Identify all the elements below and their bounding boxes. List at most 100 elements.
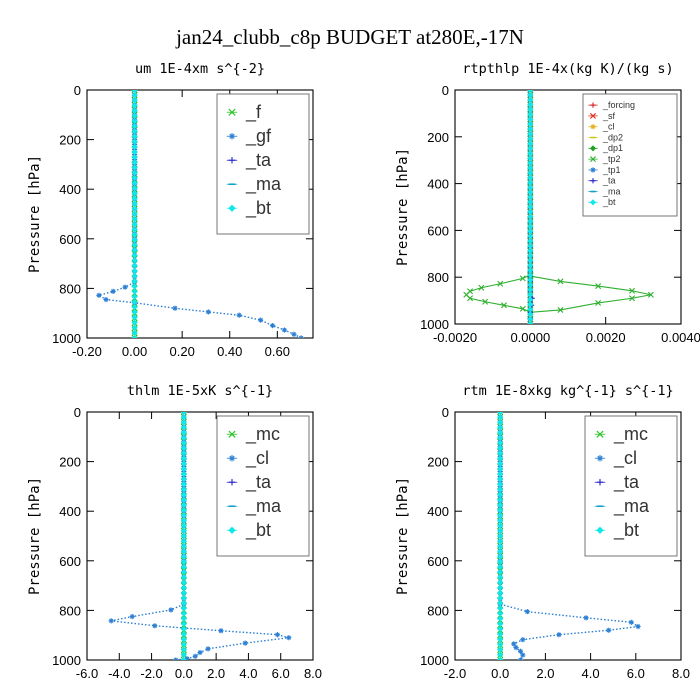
x-tick-label: 4.0	[582, 666, 600, 681]
y-tick-label: 200	[427, 455, 449, 470]
legend-label: _dp2	[602, 132, 623, 142]
series-point	[180, 470, 187, 478]
legend-label: _mc	[245, 424, 280, 445]
chart-panel-1: um 1E-4xm s^{-2} Pressure [hPa] -0.20 0.00 0…	[27, 61, 314, 359]
series-point	[478, 284, 485, 291]
legend-label: _cl	[245, 448, 269, 469]
plot-frame	[454, 411, 682, 661]
x-tick-label: 0.40	[217, 344, 242, 359]
y-tick-label: 400	[427, 504, 449, 519]
x-tick-label: 0.0	[491, 666, 509, 681]
legend: _mc _cl _ta _ma _bt	[216, 415, 310, 557]
y-tick-label: 0	[442, 405, 449, 420]
series-point	[497, 656, 504, 660]
series-group	[497, 412, 641, 660]
chart-title: um 1E-4xm s^{-2}	[135, 61, 265, 77]
series-point	[108, 618, 114, 624]
legend-label: _ma	[245, 496, 282, 517]
series-point	[497, 657, 504, 660]
series-point	[557, 278, 564, 285]
series-point	[628, 619, 634, 625]
series-point	[517, 657, 524, 660]
legend-label: _tp2	[602, 154, 621, 164]
series-point	[556, 632, 562, 638]
y-tick-label: 600	[427, 554, 449, 569]
series-point	[511, 641, 517, 647]
series-point	[298, 335, 304, 338]
y-tick-label: 400	[427, 177, 449, 192]
plot-frame	[86, 89, 314, 339]
plot-frame	[86, 411, 314, 661]
legend-label: _f	[245, 102, 262, 123]
series-point	[595, 283, 602, 290]
series-point	[168, 607, 174, 613]
y-tick-label: 200	[427, 130, 449, 145]
legend-label: _ta	[613, 472, 640, 493]
y-tick-label: 600	[427, 223, 449, 238]
series-point	[519, 275, 526, 282]
y-axis-label: Pressure [hPa]	[395, 477, 411, 595]
legend-box	[582, 93, 678, 217]
y-tick-label: 1000	[420, 653, 449, 668]
legend-label: _bt	[613, 520, 639, 541]
series-point	[122, 284, 128, 290]
legend: _mc _cl _ta _ma _bt	[584, 415, 678, 557]
y-tick-label: 200	[59, 455, 81, 470]
x-tick-label: 0.00	[122, 344, 147, 359]
series-point	[286, 635, 292, 641]
legend-label: _sf	[602, 111, 616, 121]
series-point	[524, 609, 530, 615]
series-point	[557, 306, 564, 313]
chart-title: thlm 1E-5xK s^{-1}	[127, 383, 273, 399]
y-axis-label: Pressure [hPa]	[27, 155, 43, 273]
y-tick-label: 800	[427, 270, 449, 285]
y-tick-label: 800	[59, 603, 81, 618]
x-tick-label: -2.0	[140, 666, 162, 681]
y-tick-label: 0	[74, 83, 81, 98]
series-point	[218, 628, 224, 634]
y-tick-label: 1000	[52, 653, 81, 668]
series-point	[269, 323, 276, 329]
legend-label: _bt	[245, 520, 271, 541]
series-point	[517, 648, 524, 654]
chart-panel-4: rtm 1E-8xkg kg^{-1} s^{-1} Pressure [hPa]…	[395, 383, 690, 681]
legend-label: _bt	[602, 197, 616, 207]
x-tick-label: 2.0	[207, 666, 225, 681]
series-point	[647, 291, 654, 298]
y-tick-label: 800	[59, 281, 81, 296]
series-point	[180, 600, 187, 607]
y-axis-label: Pressure [hPa]	[27, 477, 43, 595]
legend: _forcing_sf_cl_dp2_dp1_tp2_tp1_ta_ma_bt	[582, 93, 678, 217]
y-tick-label: 800	[427, 603, 449, 618]
chart-title: rtpthlp 1E-4x(kg K)/(kg s)	[462, 61, 673, 77]
x-tick-label: 6.0	[627, 666, 645, 681]
series-point	[96, 292, 102, 298]
x-tick-label: -4.0	[108, 666, 130, 681]
legend-label: _ta	[602, 176, 616, 186]
series-point	[236, 312, 242, 318]
y-tick-label: 1000	[420, 317, 449, 332]
x-tick-label: 0.0020	[586, 330, 626, 345]
series-point	[131, 278, 138, 285]
legend-label: _ta	[245, 472, 272, 493]
series-group	[96, 90, 304, 338]
series-point	[291, 331, 297, 337]
series-point	[635, 623, 641, 630]
series-point	[180, 656, 187, 660]
legend-label: _cl	[602, 122, 615, 132]
series-point	[131, 334, 138, 338]
chart-panel-2: rtpthlp 1E-4x(kg K)/(kg s) Pressure [hPa]…	[395, 61, 700, 345]
y-tick-label: 0	[442, 83, 449, 98]
y-tick-label: 600	[59, 554, 81, 569]
series-point	[482, 298, 489, 305]
series-point	[629, 287, 636, 294]
series-point	[131, 148, 138, 156]
chart-title: rtm 1E-8xkg kg^{-1} s^{-1}	[462, 383, 673, 399]
x-tick-label: -0.0020	[433, 330, 477, 345]
series-point	[258, 317, 264, 323]
series-point	[497, 470, 504, 478]
chart-panel-3: thlm 1E-5xK s^{-1} Pressure [hPa] -6.0 -4.0…	[27, 383, 322, 681]
x-tick-label: 8.0	[304, 666, 322, 681]
x-tick-label: 0.0040	[661, 330, 700, 345]
